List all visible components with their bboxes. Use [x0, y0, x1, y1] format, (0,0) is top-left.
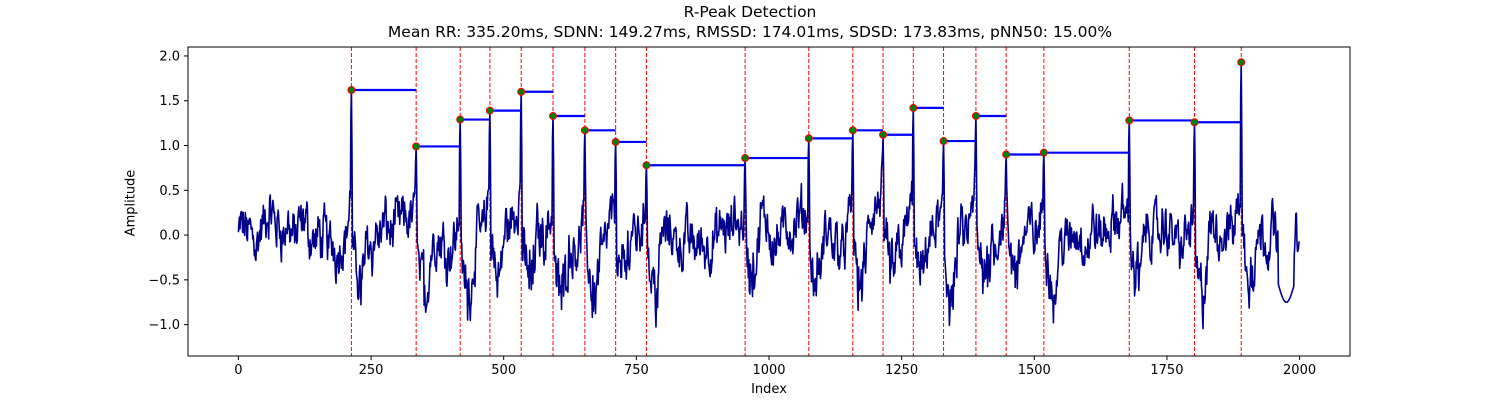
x-tick-label: 2000 — [1283, 363, 1316, 378]
r-peak-marker — [580, 126, 589, 135]
x-tick-label: 500 — [491, 363, 516, 378]
y-tick-label: 2.0 — [159, 49, 180, 64]
chart-title: R-Peak Detection — [683, 3, 817, 21]
r-peak-marker — [456, 115, 465, 124]
chart-subtitle: Mean RR: 335.20ms, SDNN: 149.27ms, RMSSD… — [387, 23, 1113, 41]
r-peak-marker — [939, 137, 948, 146]
r-peak-marker — [848, 126, 857, 135]
r-peak-marker — [412, 142, 421, 151]
x-tick-label: 250 — [359, 363, 384, 378]
x-tick-label: 1250 — [885, 363, 918, 378]
r-peak-marker — [1237, 58, 1246, 67]
r-peak-marker — [1125, 116, 1134, 125]
y-axis-label: Amplitude — [123, 169, 139, 237]
r-peak-marker — [1039, 148, 1048, 157]
y-tick-label: 0.5 — [159, 184, 180, 199]
r-peak-marker — [642, 161, 651, 170]
r-peak-marker — [517, 87, 526, 96]
r-peak-marker — [1190, 118, 1199, 127]
x-tick-label: 1500 — [1018, 363, 1051, 378]
signal-line — [237, 61, 1300, 330]
y-tick-label: 1.0 — [159, 139, 180, 154]
r-peak-marker — [1002, 150, 1011, 159]
r-peak-marker — [741, 154, 750, 163]
x-tick-label: 0 — [234, 363, 242, 378]
x-axis-label: Index — [751, 382, 787, 397]
y-tick-label: 0.0 — [159, 229, 180, 244]
r-peak-marker — [347, 85, 356, 94]
x-tick-label: 750 — [624, 363, 649, 378]
plot-frame — [187, 46, 1351, 357]
r-peak-marker — [549, 111, 558, 120]
r-peak-marker — [804, 134, 813, 143]
r-peak-marker — [971, 111, 980, 120]
r-peak-marker — [909, 103, 918, 112]
y-tick-label: −0.5 — [148, 273, 180, 288]
r-peak-marker — [485, 106, 494, 115]
x-tick-label: 1750 — [1150, 363, 1183, 378]
y-tick-label: 1.5 — [159, 94, 180, 109]
y-tick-label: −1.0 — [148, 318, 180, 333]
r-peak-marker — [611, 137, 620, 146]
r-peak-marker — [879, 130, 888, 139]
x-tick-label: 1000 — [752, 363, 785, 378]
